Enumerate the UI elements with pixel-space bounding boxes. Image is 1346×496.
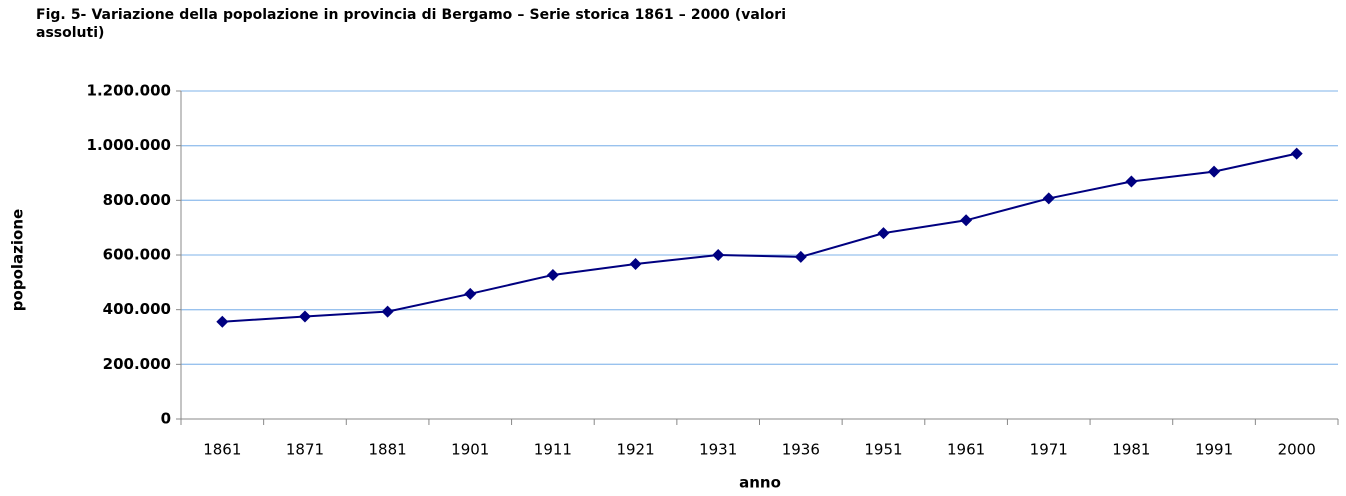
x-tick-label: 1931 xyxy=(699,441,737,459)
x-tick-label: 1951 xyxy=(864,441,902,459)
marker xyxy=(216,315,229,328)
x-axis-label: anno xyxy=(739,474,781,492)
y-tick-label: 0 xyxy=(161,410,171,428)
y-tick-label: 600.000 xyxy=(103,246,171,264)
marker xyxy=(1208,165,1221,178)
x-tick-label: 1881 xyxy=(369,441,407,459)
line xyxy=(222,152,1297,323)
x-tick-label: 1901 xyxy=(451,441,489,459)
x-tick-label: 1921 xyxy=(616,441,654,459)
x-tick-label: 2000 xyxy=(1278,441,1316,459)
marker xyxy=(794,250,807,263)
marker xyxy=(877,227,890,240)
chart-title: Fig. 5- Variazione della popolazione in … xyxy=(36,7,786,41)
x-tick-label: 1861 xyxy=(203,441,241,459)
x-tick-label: 1936 xyxy=(782,441,820,459)
x-tick-label: 1961 xyxy=(947,441,985,459)
x-tick-label: 1871 xyxy=(286,441,324,459)
x-tick-label: 1981 xyxy=(1112,441,1150,459)
marker xyxy=(1125,175,1138,188)
marker xyxy=(546,268,559,281)
marker xyxy=(1290,147,1303,160)
y-axis-label: popolazione xyxy=(9,209,27,311)
marker xyxy=(1042,192,1055,205)
marker xyxy=(712,249,725,261)
marker xyxy=(298,310,311,323)
x-tick-label: 1971 xyxy=(1030,441,1068,459)
y-tick-label: 1.200.000 xyxy=(87,82,171,100)
x-tick-label: 1911 xyxy=(534,441,572,459)
marker xyxy=(381,305,394,318)
marker xyxy=(960,214,973,227)
y-tick-label: 200.000 xyxy=(103,355,171,373)
y-tick-label: 800.000 xyxy=(103,191,171,209)
y-tick-label: 1.000.000 xyxy=(87,136,171,154)
marker xyxy=(464,287,477,300)
x-tick-label: 1991 xyxy=(1195,441,1233,459)
marker xyxy=(629,258,642,271)
y-tick-label: 400.000 xyxy=(103,300,171,318)
